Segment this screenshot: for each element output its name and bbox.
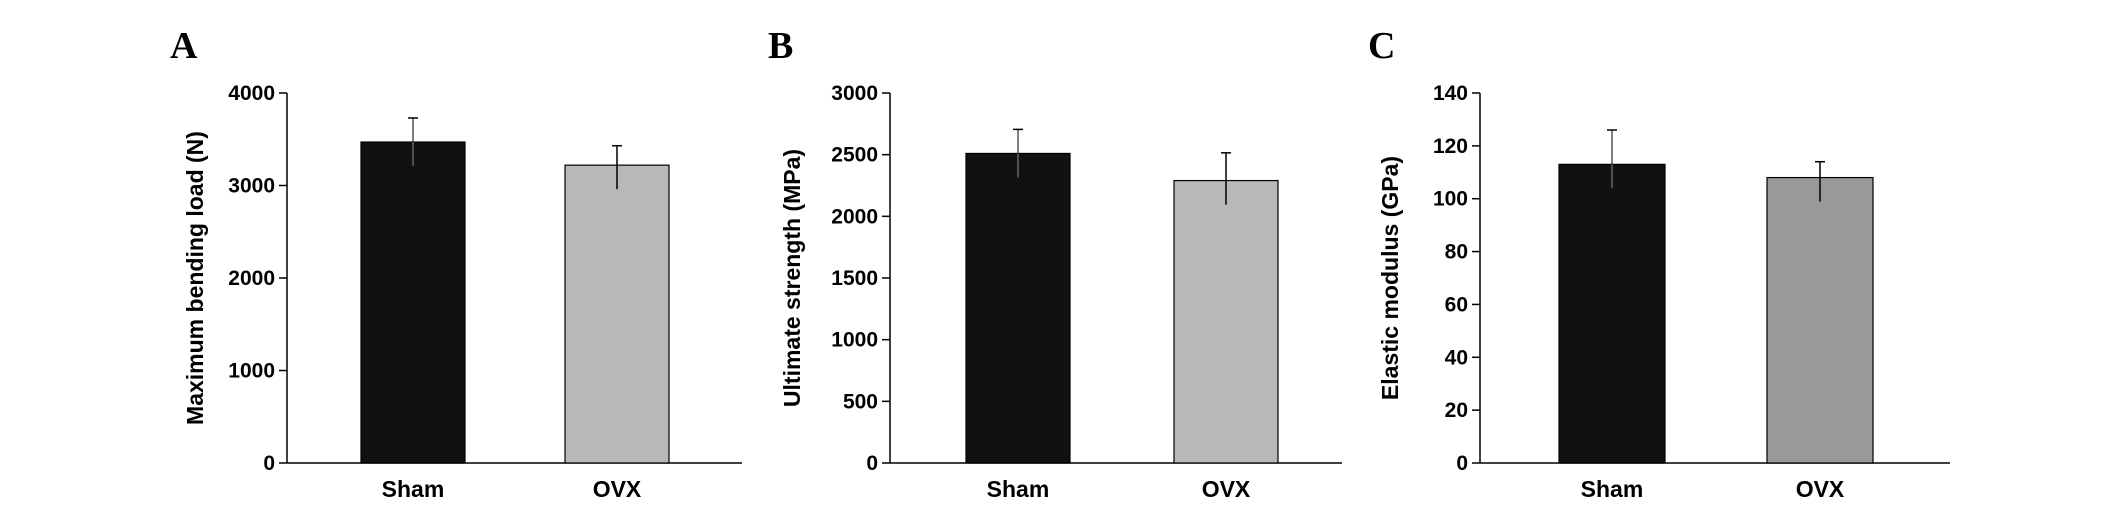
y-tick-label: 60 <box>1445 293 1468 316</box>
chart-panel-c: C Elastic modulus (GPa) 0 20 40 60 80 100 120 140… <box>1368 25 1950 502</box>
y-axis-title: Maximum bending load (N) <box>182 131 208 425</box>
y-tick-label: 500 <box>843 390 878 413</box>
y-tick-label: 2000 <box>831 205 878 228</box>
bar-ovx <box>1766 176 1874 464</box>
x-category-label: OVX <box>1202 476 1251 502</box>
panel-letter: A <box>170 25 198 67</box>
y-tick-label: 80 <box>1445 241 1468 264</box>
y-tick-label: 1000 <box>228 360 275 383</box>
y-tick-label: 1500 <box>831 267 878 290</box>
y-tick-label: 20 <box>1445 399 1468 422</box>
y-tick-label: 0 <box>263 452 275 475</box>
bar-ovx <box>564 164 670 464</box>
y-axis-title: Elastic modulus (GPa) <box>1377 156 1403 400</box>
y-tick-label: 140 <box>1433 82 1468 105</box>
y-axis-title: Ultimate strength (MPa) <box>779 149 805 407</box>
y-tick-label: 0 <box>1456 452 1468 475</box>
y-tick-label: 120 <box>1433 135 1468 158</box>
x-category-label: Sham <box>1581 476 1644 502</box>
chart-panel-a: A Maximum bending load (N) 0 1000 2000 3000 40… <box>170 25 742 502</box>
bar-sham <box>1558 163 1666 464</box>
chart-panel-b: B Ultimate strength (MPa) 0 500 1000 1500 2000… <box>768 25 1342 502</box>
y-tick-label: 2000 <box>228 267 275 290</box>
x-category-label: Sham <box>987 476 1050 502</box>
y-tick-label: 4000 <box>228 82 275 105</box>
y-tick-label: 3000 <box>831 82 878 105</box>
y-tick-label: 100 <box>1433 188 1468 211</box>
bar-sham <box>965 152 1071 464</box>
panel-letter: C <box>1368 25 1395 67</box>
x-category-label: OVX <box>1796 476 1845 502</box>
bar-ovx <box>1173 179 1279 464</box>
y-tick-label: 1000 <box>831 329 878 352</box>
bar-sham <box>360 141 466 464</box>
y-tick-label: 40 <box>1445 346 1468 369</box>
y-tick-label: 0 <box>866 452 878 475</box>
panel-letter: B <box>768 25 793 67</box>
y-tick-label: 2500 <box>831 144 878 167</box>
y-tick-label: 3000 <box>228 175 275 198</box>
x-category-label: OVX <box>593 476 642 502</box>
x-category-label: Sham <box>382 476 445 502</box>
